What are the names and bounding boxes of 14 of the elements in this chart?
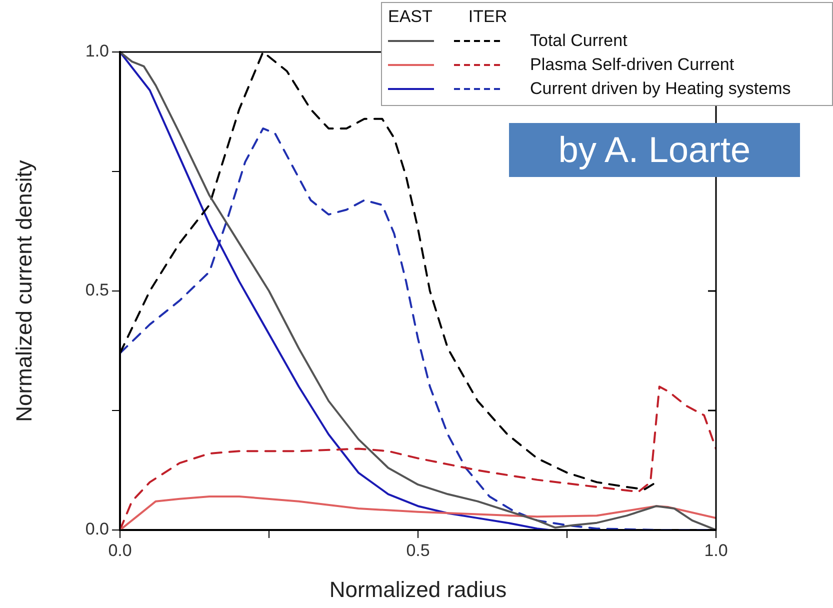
x-axis-title: Normalized radius [329,576,507,602]
y-tick-label: 1.0 [85,42,109,61]
x-tick-label: 0.0 [108,540,132,560]
y-tick-label: 0.5 [85,280,109,300]
legend-label: Total Current [530,30,628,52]
annotation: by A. Loarte [509,123,800,177]
y-axis-title: Normalized current density [11,160,36,422]
legend-label: Current driven by Heating systems [530,78,791,100]
legend-label: Plasma Self-driven Current [530,54,734,76]
text: EAST [388,6,432,28]
x-tick-label: 0.5 [406,540,430,560]
y-tick-label: 0.0 [85,520,109,539]
text: ITER [468,6,508,28]
x-tick-label: 1.0 [704,540,728,560]
